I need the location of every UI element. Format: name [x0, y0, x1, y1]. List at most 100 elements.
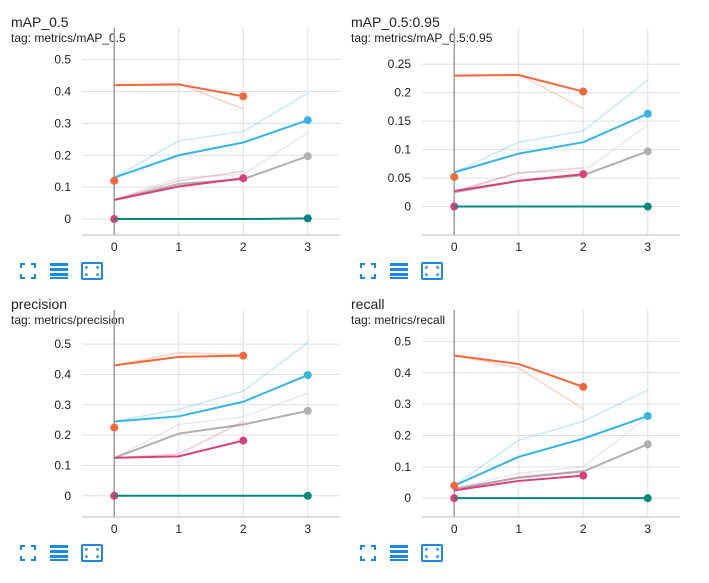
x-tick-label: 0 [451, 240, 458, 254]
series-line [454, 474, 584, 492]
series-line [454, 354, 584, 388]
grid-lines [422, 28, 680, 236]
series-line [453, 415, 649, 487]
tick-labels: 0 0.05 0.1 0.15 0.2 0.25 0 1 2 3 [388, 57, 652, 254]
raw-series-line [453, 79, 649, 174]
fit-domain-icon[interactable] [421, 544, 443, 562]
x-tick-label: 1 [175, 240, 182, 254]
fullscreen-icon[interactable] [19, 262, 37, 280]
y-tick-label: 0.5 [394, 334, 411, 348]
data-table-icon[interactable] [390, 262, 408, 280]
series-group [110, 82, 312, 224]
raw-series-line [114, 170, 244, 201]
grid-lines [422, 310, 680, 518]
raw-series-line [454, 167, 584, 192]
y-tick-label: 0 [404, 491, 411, 505]
chart-card-recall: recall tag: metrics/recall 0 0.1 0.2 0.3 0.4… [340, 282, 680, 564]
series-line [114, 439, 244, 459]
fit-domain-icon[interactable] [81, 544, 103, 562]
series-end-point [579, 471, 588, 480]
line-chart[interactable]: 0 0.1 0.2 0.3 0.4 0.5 0 1 2 3 [340, 282, 680, 542]
fit-domain-icon[interactable] [81, 262, 103, 280]
line-chart[interactable]: 0 0.1 0.2 0.3 0.4 0.5 0 1 2 3 [0, 0, 340, 260]
series-group [110, 342, 312, 500]
series-end-point [239, 92, 248, 101]
grid-lines [82, 310, 340, 518]
series-end-point [450, 481, 459, 490]
chart-title: recall [351, 296, 385, 312]
x-tick-label: 2 [580, 522, 587, 536]
chart-title: precision [11, 296, 68, 312]
series-end-point [579, 87, 588, 96]
series-end-point [643, 109, 652, 118]
series-end-point [110, 423, 119, 432]
line-chart[interactable]: 0 0.1 0.2 0.3 0.4 0.5 0 1 2 3 [0, 282, 340, 542]
raw-series-line [454, 469, 584, 492]
y-tick-label: 0.2 [54, 428, 71, 442]
series-end-point [643, 440, 652, 449]
data-table-icon[interactable] [390, 544, 408, 562]
data-table-icon[interactable] [50, 262, 68, 280]
series-end-point [239, 174, 248, 183]
y-tick-label: 0.4 [394, 366, 411, 380]
y-tick-label: 0.05 [388, 171, 412, 185]
series-end-point [643, 202, 652, 211]
series-group [450, 73, 652, 211]
x-tick-label: 2 [240, 522, 247, 536]
series-end-point [303, 371, 312, 380]
y-tick-label: 0.3 [54, 398, 71, 412]
y-tick-label: 0.15 [388, 114, 412, 128]
y-tick-label: 0.1 [394, 460, 411, 474]
series-group [450, 354, 652, 503]
y-tick-label: 0 [404, 200, 411, 214]
series-end-point [643, 412, 652, 421]
chart-card-precision: precision tag: metrics/precision 0 0.1 0.2… [0, 282, 340, 564]
series-end-point [303, 214, 312, 223]
x-tick-label: 2 [240, 240, 247, 254]
series-end-point [643, 147, 652, 156]
data-table-icon[interactable] [50, 544, 68, 562]
line-chart[interactable]: 0 0.05 0.1 0.15 0.2 0.25 0 1 2 3 [340, 0, 680, 260]
chart-title: mAP_0.5:0.95 [351, 14, 440, 30]
fullscreen-icon[interactable] [359, 544, 377, 562]
chart-tag: tag: metrics/mAP_0.5:0.95 [351, 31, 493, 45]
x-tick-label: 1 [515, 522, 522, 536]
series-line [114, 83, 244, 98]
series-line [114, 374, 309, 423]
series-end-point [303, 152, 312, 161]
x-tick-label: 0 [111, 240, 118, 254]
y-tick-label: 0.2 [54, 148, 71, 162]
y-tick-label: 0.1 [54, 180, 71, 194]
tick-labels: 0 0.1 0.2 0.3 0.4 0.5 0 1 2 3 [54, 337, 311, 536]
x-tick-label: 3 [304, 240, 311, 254]
chart-tag: tag: metrics/mAP_0.5 [11, 31, 126, 45]
raw-series-line [114, 351, 244, 367]
y-tick-label: 0.2 [394, 428, 411, 442]
chart-tag: tag: metrics/precision [11, 313, 125, 327]
y-tick-label: 0 [64, 212, 71, 226]
y-tick-label: 0.1 [394, 143, 411, 157]
series-line [453, 112, 649, 174]
chart-tag: tag: metrics/recall [351, 313, 446, 327]
series-line [114, 354, 244, 367]
series-line [454, 173, 584, 193]
x-tick-label: 3 [644, 522, 651, 536]
series-end-point [110, 176, 119, 185]
fullscreen-icon[interactable] [359, 262, 377, 280]
series-end-point [579, 170, 588, 179]
x-tick-label: 1 [175, 522, 182, 536]
series-line [454, 74, 584, 93]
y-tick-label: 0.5 [54, 337, 71, 351]
series-line [454, 443, 649, 490]
series-end-point [303, 116, 312, 125]
series-end-point [450, 172, 459, 181]
raw-series-line [114, 132, 309, 201]
y-tick-label: 0.4 [54, 84, 71, 98]
tick-labels: 0 0.1 0.2 0.3 0.4 0.5 0 1 2 3 [394, 334, 651, 536]
fit-domain-icon[interactable] [421, 262, 443, 280]
raw-series-line [454, 416, 649, 490]
raw-series-line [453, 389, 649, 487]
fullscreen-icon[interactable] [19, 544, 37, 562]
series-line [113, 119, 309, 179]
y-tick-label: 0.2 [394, 86, 411, 100]
